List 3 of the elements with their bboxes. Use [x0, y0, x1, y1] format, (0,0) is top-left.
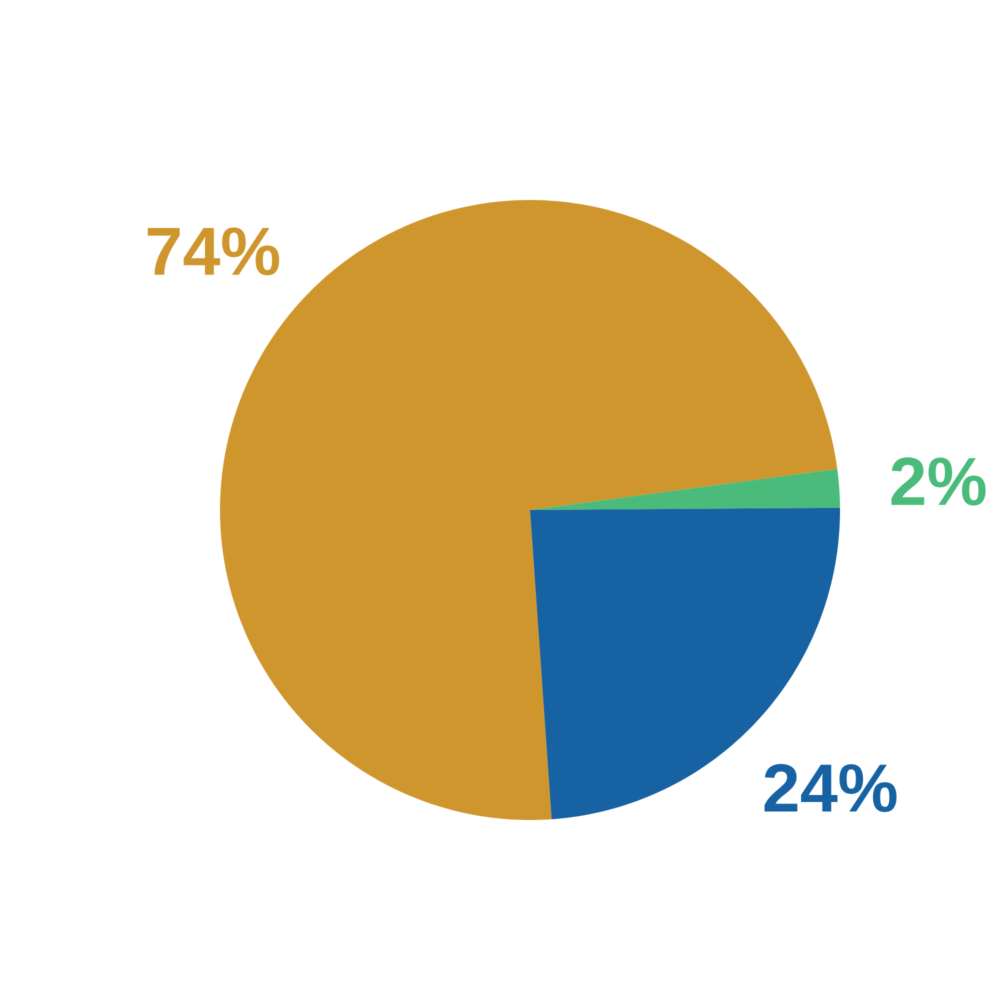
- data-label: 74%: [148, 227, 280, 276]
- data-label: 2%: [891, 457, 986, 506]
- data-label: 24%: [764, 764, 897, 812]
